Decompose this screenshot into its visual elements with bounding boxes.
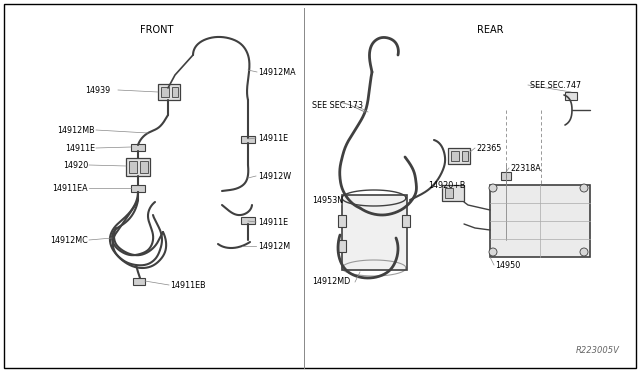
Bar [462, 151, 468, 161]
Bar [129, 161, 137, 173]
Text: 14912MC: 14912MC [51, 235, 88, 244]
Circle shape [489, 184, 497, 192]
Bar [140, 161, 148, 173]
Bar [131, 144, 145, 151]
Text: 14953N: 14953N [312, 196, 343, 205]
Text: 14912M: 14912M [258, 241, 290, 250]
Text: 14912MB: 14912MB [58, 125, 95, 135]
Text: 14911E: 14911E [65, 144, 95, 153]
Bar [241, 136, 255, 143]
Bar [241, 217, 255, 224]
Text: SEE SEC.173: SEE SEC.173 [312, 100, 363, 109]
Circle shape [489, 248, 497, 256]
Text: 14920: 14920 [63, 160, 88, 170]
Text: 14912W: 14912W [258, 171, 291, 180]
Text: 14911EA: 14911EA [52, 183, 88, 192]
Text: FRONT: FRONT [140, 25, 173, 35]
Bar [131, 185, 145, 192]
Bar [402, 215, 410, 227]
Bar [172, 87, 178, 97]
Bar [338, 240, 346, 252]
Text: 14912MA: 14912MA [258, 67, 296, 77]
Bar [158, 84, 180, 100]
Text: 22365: 22365 [476, 144, 501, 153]
Bar [442, 185, 464, 201]
Bar [565, 92, 577, 100]
Bar [342, 195, 407, 270]
Circle shape [580, 184, 588, 192]
Text: R223005V: R223005V [576, 346, 620, 355]
Text: 14939: 14939 [84, 86, 110, 94]
Bar [133, 278, 145, 285]
Text: 14912MD: 14912MD [312, 278, 350, 286]
Bar [490, 185, 590, 257]
Bar [161, 87, 169, 97]
Text: 14911E: 14911E [258, 134, 288, 142]
Text: 14920+B: 14920+B [428, 180, 465, 189]
Text: 14911EB: 14911EB [170, 280, 205, 289]
Text: 22318A: 22318A [510, 164, 541, 173]
Text: REAR: REAR [477, 25, 503, 35]
Bar [338, 215, 346, 227]
Bar [501, 172, 511, 180]
Bar [451, 151, 459, 161]
Text: 14950: 14950 [495, 260, 520, 269]
Bar [445, 188, 453, 198]
Bar [448, 148, 470, 164]
Circle shape [580, 248, 588, 256]
Text: 14911E: 14911E [258, 218, 288, 227]
Text: SEE SEC.747: SEE SEC.747 [530, 80, 581, 90]
Bar [126, 158, 150, 176]
